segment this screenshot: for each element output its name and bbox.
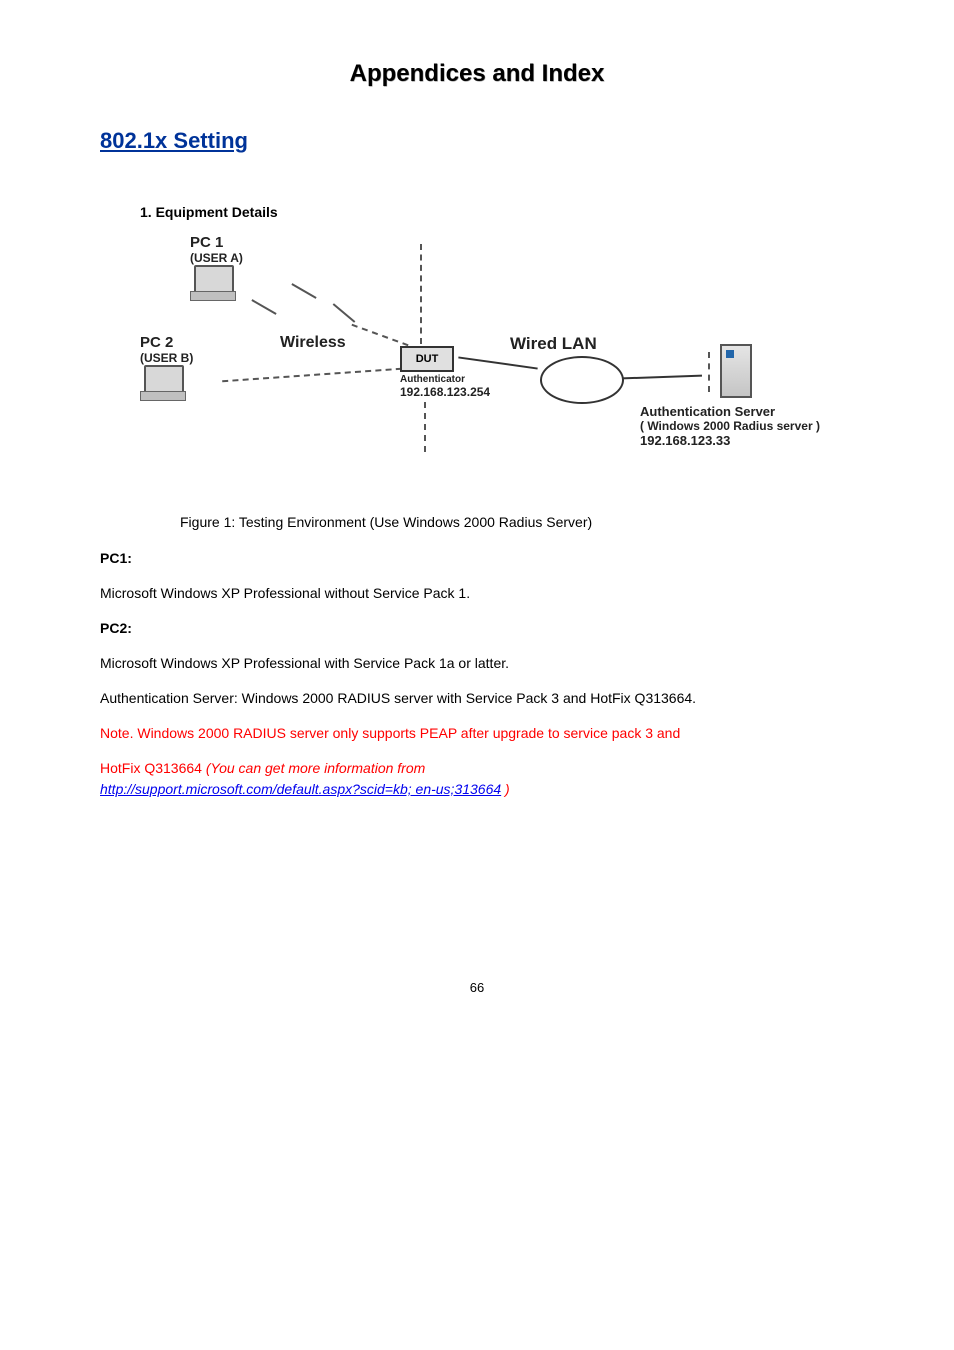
auth-server-text: Authentication Server: Windows 2000 RADI… [100,688,854,709]
auth-server-ip: 192.168.123.33 [640,433,820,448]
page-title: Appendices and Index [100,60,854,88]
auth-server-text: Authentication Server ( Windows 2000 Rad… [640,404,820,448]
wired-connector [622,375,702,380]
auth-server-line1: Authentication Server [640,404,820,419]
note-line2-prefix: HotFix Q313664 [100,760,206,776]
dut-box: DUT [400,346,454,372]
dut-block: DUT Authenticator 192.168.123.254 [400,346,490,399]
note-line2: HotFix Q313664 (You can get more informa… [100,758,854,800]
wireless-wave-icon [333,303,356,323]
pc1-heading: PC1: [100,548,854,569]
network-diagram: PC 1 (USER A) PC 2 (USER B) Wireless DUT… [140,234,840,494]
dashed-connector [420,244,422,344]
wired-lan-label: Wired LAN [510,334,597,354]
wireless-wave-icon [291,283,316,299]
pc1-text: Microsoft Windows XP Professional withou… [100,583,854,604]
cloud-icon [540,356,624,404]
pc2-text: Microsoft Windows XP Professional with S… [100,653,854,674]
equipment-details-heading: 1. Equipment Details [140,204,854,220]
section-heading: 802.1x Setting [100,128,854,154]
pc1-user-label: (USER A) [190,251,243,265]
figure-caption: Figure 1: Testing Environment (Use Windo… [180,514,854,530]
wireless-wave-icon [251,299,276,315]
note-italic-2: ) [501,781,510,797]
pc1-label: PC 1 [190,234,243,251]
page-number: 66 [100,980,854,995]
pc1-block: PC 1 (USER A) [190,234,243,301]
pc2-heading: PC2: [100,618,854,639]
note-line1: Note. Windows 2000 RADIUS server only su… [100,723,854,744]
dashed-connector [424,402,426,452]
dashed-connector [351,324,408,346]
authenticator-ip-label: 192.168.123.254 [400,385,490,399]
note-italic-1: (You can get more information from [206,760,425,776]
auth-server-block [720,344,752,398]
auth-server-line2: ( Windows 2000 Radius server ) [640,419,820,433]
pc2-icon [140,365,186,401]
pc2-block: PC 2 (USER B) [140,334,193,401]
dashed-connector [708,352,710,392]
pc2-user-label: (USER B) [140,351,193,365]
authenticator-label: Authenticator [400,374,490,385]
pc1-icon [190,265,236,301]
pc2-label: PC 2 [140,334,193,351]
server-icon [720,344,752,398]
support-link[interactable]: http://support.microsoft.com/default.asp… [100,781,501,797]
wireless-label: Wireless [280,334,346,352]
dashed-connector [222,368,402,383]
